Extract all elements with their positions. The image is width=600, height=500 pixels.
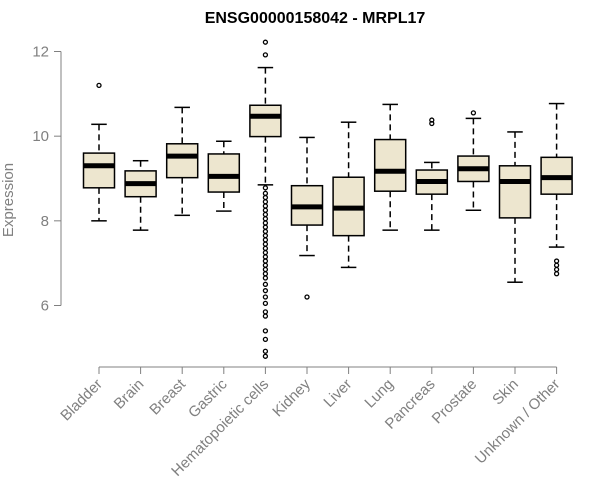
- box-group: [249, 39, 282, 359]
- outlier-point: [262, 300, 269, 307]
- x-tick-label: Lung: [361, 376, 397, 412]
- outlier-point: [262, 199, 269, 205]
- y-axis: 6 8 10 12: [32, 44, 62, 315]
- outlier-point: [262, 281, 269, 287]
- outlier-point: [262, 336, 269, 343]
- outlier-point: [262, 353, 269, 359]
- outlier-point: [262, 190, 269, 196]
- box: [165, 143, 199, 179]
- x-tick-label: Brain: [111, 376, 148, 413]
- box-group: [290, 136, 324, 300]
- outlier-point: [553, 262, 560, 268]
- outlier-point: [262, 203, 269, 209]
- x-tick-label: Liver: [320, 376, 355, 411]
- outlier-point: [262, 237, 269, 243]
- x-tick-label: Prostate: [429, 376, 481, 428]
- outlier-point: [262, 309, 269, 315]
- outlier-point: [262, 211, 269, 218]
- outlier-point: [304, 294, 310, 300]
- outlier-point: [262, 232, 269, 239]
- outlier-point: [262, 194, 269, 201]
- y-axis-label: Expression: [0, 163, 17, 237]
- outlier-point: [262, 266, 269, 273]
- outlier-point: [262, 275, 269, 281]
- box-group: [124, 159, 157, 231]
- y-tick-label: 12: [32, 44, 49, 61]
- x-tick-label: Skin: [489, 376, 522, 409]
- outlier-point: [262, 254, 269, 260]
- box-group: [540, 102, 573, 277]
- outlier-point: [262, 249, 269, 256]
- x-tick-label: Breast: [146, 375, 189, 418]
- box-group: [373, 103, 407, 231]
- box-group: [457, 110, 490, 211]
- outlier-point: [429, 117, 435, 123]
- y-tick-label: 6: [41, 298, 49, 315]
- box: [498, 165, 532, 219]
- outlier-point: [262, 185, 269, 191]
- plot-area: [82, 39, 573, 359]
- box-group: [415, 117, 449, 231]
- outlier-point: [262, 245, 269, 252]
- box: [207, 153, 241, 193]
- outlier-point: [262, 328, 269, 334]
- x-tick-label: Bladder: [57, 376, 106, 425]
- outlier-point: [262, 241, 269, 247]
- outlier-point: [262, 207, 269, 213]
- outlier-point: [262, 224, 269, 230]
- box-group: [332, 121, 365, 269]
- outlier-point: [470, 110, 477, 116]
- outlier-point: [553, 271, 560, 277]
- outlier-point: [262, 348, 269, 354]
- box-group: [498, 131, 532, 283]
- box-group: [165, 106, 199, 217]
- outlier-point: [262, 262, 269, 268]
- outlier-point: [553, 258, 560, 264]
- box: [249, 104, 282, 138]
- box-group: [207, 140, 241, 212]
- outlier-point: [262, 288, 269, 294]
- outlier-point: [553, 266, 560, 273]
- box: [373, 138, 407, 192]
- y-tick-label: 8: [41, 213, 49, 230]
- outlier-point: [262, 271, 269, 277]
- outlier-point: [262, 220, 269, 226]
- outlier-point: [262, 39, 269, 45]
- outlier-point: [262, 294, 269, 300]
- x-tick-label: Kidney: [269, 375, 314, 420]
- box: [82, 152, 116, 189]
- outlier-point: [262, 313, 269, 319]
- outlier-point: [262, 52, 269, 58]
- outlier-point: [262, 216, 269, 222]
- outlier-point: [96, 82, 102, 89]
- outlier-point: [262, 258, 269, 264]
- chart-title: ENSG00000158042 - MRPL17: [205, 10, 426, 27]
- y-tick-label: 10: [32, 128, 49, 145]
- outlier-point: [262, 228, 269, 235]
- box-group: [82, 82, 116, 222]
